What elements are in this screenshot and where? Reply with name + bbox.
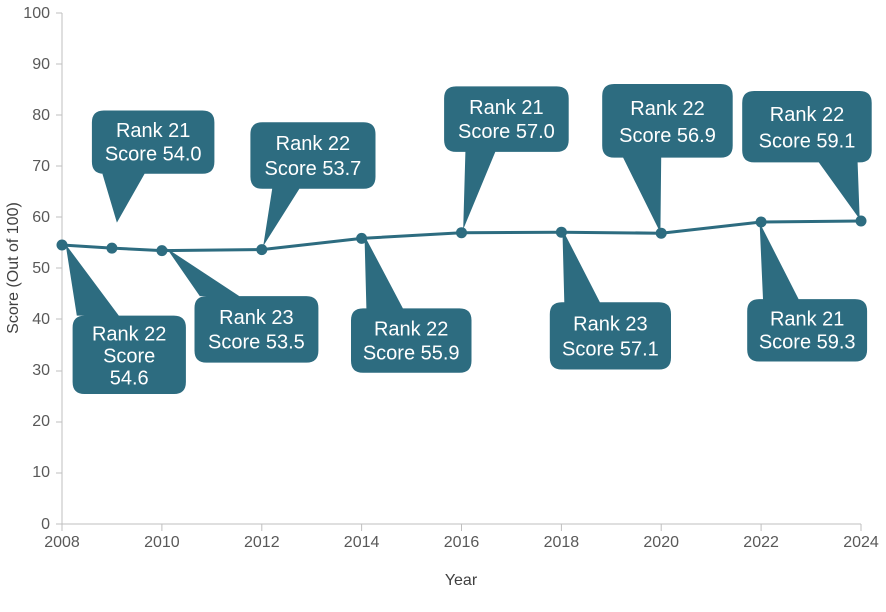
- svg-text:10: 10: [32, 464, 50, 481]
- svg-text:Rank 22: Rank 22: [630, 98, 705, 120]
- svg-text:Score 57.0: Score 57.0: [458, 121, 555, 143]
- svg-text:90: 90: [32, 56, 50, 73]
- svg-text:Score 59.3: Score 59.3: [759, 331, 856, 353]
- svg-text:2022: 2022: [743, 534, 779, 551]
- svg-text:Year: Year: [445, 572, 478, 589]
- svg-text:Rank 21: Rank 21: [770, 308, 845, 330]
- svg-text:30: 30: [32, 362, 50, 379]
- svg-text:Rank 22: Rank 22: [276, 133, 351, 155]
- svg-text:Score 53.7: Score 53.7: [265, 158, 362, 180]
- svg-text:Score 56.9: Score 56.9: [619, 125, 716, 147]
- svg-text:Rank 23: Rank 23: [573, 314, 648, 336]
- svg-text:0: 0: [41, 516, 50, 533]
- svg-text:2016: 2016: [444, 534, 480, 551]
- svg-text:80: 80: [32, 107, 50, 124]
- svg-text:40: 40: [32, 311, 50, 328]
- svg-text:20: 20: [32, 413, 50, 430]
- svg-text:50: 50: [32, 260, 50, 277]
- svg-text:Rank 22: Rank 22: [92, 324, 167, 346]
- svg-text:2018: 2018: [544, 534, 580, 551]
- svg-text:Score (Out of 100): Score (Out of 100): [5, 202, 22, 334]
- svg-text:2014: 2014: [344, 534, 380, 551]
- svg-text:Score 54.0: Score 54.0: [105, 144, 202, 166]
- svg-text:Rank 22: Rank 22: [770, 104, 845, 126]
- svg-text:Rank 23: Rank 23: [219, 307, 294, 329]
- svg-text:70: 70: [32, 158, 50, 175]
- svg-text:2010: 2010: [144, 534, 180, 551]
- svg-text:Score 53.5: Score 53.5: [208, 332, 305, 354]
- svg-text:Score: Score: [103, 346, 155, 368]
- svg-text:54.6: 54.6: [110, 368, 149, 390]
- svg-text:60: 60: [32, 209, 50, 226]
- svg-text:Rank 21: Rank 21: [116, 120, 191, 142]
- svg-text:Rank 21: Rank 21: [469, 97, 544, 119]
- svg-text:Score 55.9: Score 55.9: [363, 342, 460, 364]
- svg-text:2012: 2012: [244, 534, 280, 551]
- svg-text:Score 57.1: Score 57.1: [562, 338, 659, 360]
- svg-text:Rank 22: Rank 22: [374, 318, 449, 340]
- svg-text:2024: 2024: [843, 534, 879, 551]
- svg-text:2020: 2020: [643, 534, 679, 551]
- svg-text:Score 59.1: Score 59.1: [759, 130, 856, 152]
- svg-text:100: 100: [23, 5, 50, 22]
- svg-text:2008: 2008: [44, 534, 80, 551]
